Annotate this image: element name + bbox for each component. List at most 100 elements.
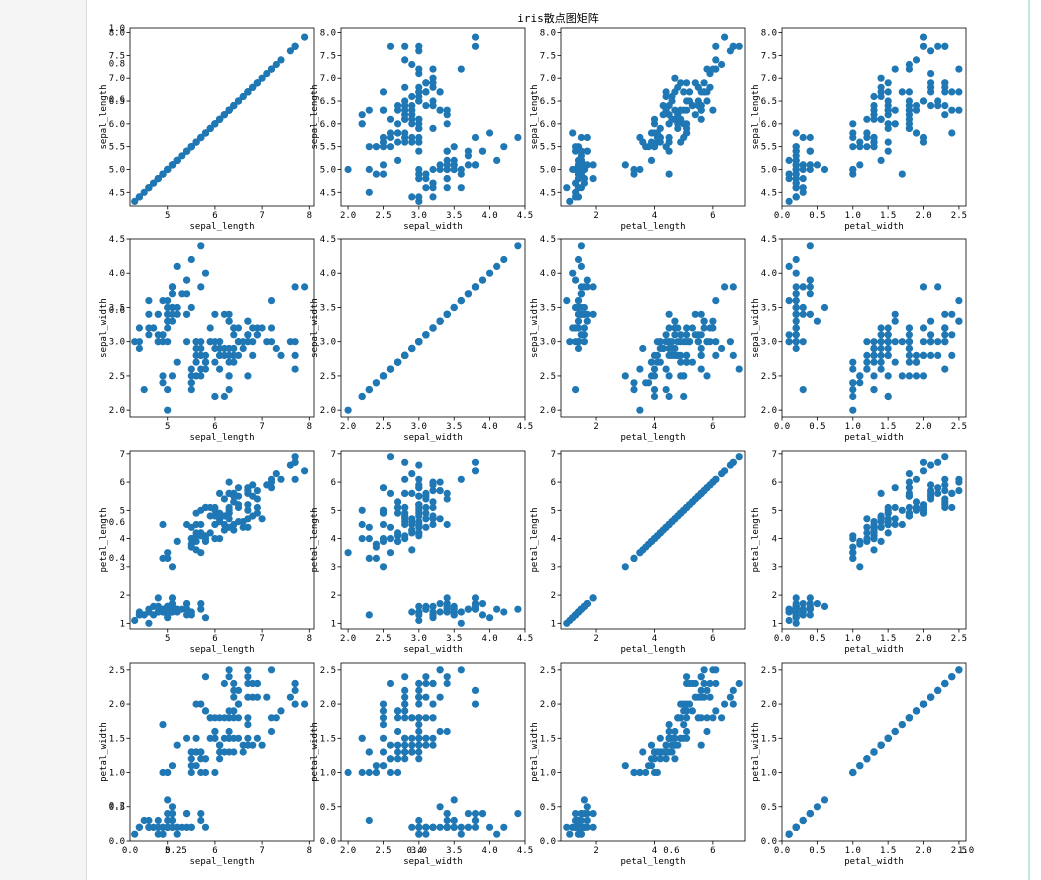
- panel-3-0-point-0-49: [164, 823, 172, 831]
- panel-3-2-point-2-35: [712, 679, 720, 688]
- panel-2-0-point-1-39: [187, 535, 195, 543]
- panel-0-1-point-2-47: [415, 97, 423, 105]
- panel-0-1-x-tick-label-3: 3.5: [446, 211, 462, 221]
- panel-1-2-point-1-31: [642, 379, 650, 387]
- panel-0-1-point-1-45: [415, 133, 423, 142]
- panel-1-2-point-2-20: [700, 324, 708, 332]
- panel-1-3-point-2-22: [919, 351, 928, 359]
- panel-1-1-y-tick-label-0: 2.0: [320, 406, 336, 416]
- panel-0-0-point-2-35: [291, 42, 299, 50]
- panel-2-1-point-2-9: [457, 475, 465, 483]
- panel-2-1-point-1-2: [422, 509, 430, 517]
- panel-3-0-point-0-44: [168, 810, 177, 818]
- panel-2-1-point-1-13: [408, 515, 416, 523]
- panel-2-1-point-2-29: [415, 484, 423, 492]
- panel-3-1-y-tick-label-4: 2.0: [320, 700, 336, 710]
- panel-2-3-point-1-33: [891, 503, 899, 512]
- panel-2-0-point-2-37: [230, 492, 238, 500]
- panel-2-1-point-1-36: [422, 515, 430, 523]
- panel-1-1-point-2-46: [379, 372, 388, 380]
- panel-0-1-point-0-45: [415, 175, 423, 183]
- panel-0-3-point-2-14: [948, 129, 956, 137]
- panel-2-0-point-2-6: [159, 520, 167, 529]
- panel-1-2-point-2-49: [683, 338, 691, 346]
- panel-2-3-point-2-7: [905, 470, 914, 478]
- panel-0-3-point-2-25: [905, 65, 914, 73]
- panel-1-2-point-2-34: [697, 365, 705, 373]
- panel-0-2-point-1-0: [671, 74, 679, 82]
- panel-2-0-point-0-24: [154, 594, 162, 602]
- panel-2-1-point-0-47: [429, 608, 437, 616]
- panel-1-3-point-2-26: [905, 351, 914, 359]
- panel-3-3-point-2-46: [912, 707, 921, 715]
- panel-1-0-point-0-32: [173, 262, 181, 270]
- panel-3-0-point-0-13: [131, 830, 139, 838]
- panel-3-3-x-tick-label-5: 2.5: [951, 846, 967, 856]
- panel-2-3-point-0-23: [813, 600, 822, 608]
- panel-0-1-point-1-3: [365, 143, 373, 151]
- panel-2-1-point-2-6: [379, 520, 388, 529]
- panel-3-2-point-2-46: [680, 707, 688, 715]
- panel-1-0-x-tick-label-2: 7: [259, 422, 264, 432]
- panel-2-2-y-tick-label-5: 6: [551, 478, 556, 488]
- panel-3-1-y-tick-label-2: 1.0: [320, 769, 336, 779]
- panel-1-3-point-1-45: [863, 338, 871, 346]
- panel-2-1-point-1-47: [408, 526, 416, 534]
- panel-2-0-point-2-49: [206, 503, 214, 512]
- panel-0-2-point-0-20: [583, 147, 591, 155]
- panel-2-1-point-2-48: [443, 495, 451, 503]
- panel-0-2-y-tick-label-5: 7.0: [540, 74, 556, 84]
- panel-3-0-point-1-45: [197, 755, 205, 763]
- panel-0-0-point-1-9: [173, 156, 181, 164]
- panel-2-1-point-2-16: [415, 492, 423, 500]
- panel-2-1-point-1-12: [358, 535, 366, 543]
- panel-2-2-y-tick-label-0: 1: [551, 619, 556, 629]
- panel-3-0-y-tick-label-5: 2.5: [109, 666, 125, 676]
- panel-0-2-point-0-13: [566, 197, 574, 205]
- panel-3-1-point-1-43: [365, 768, 373, 777]
- panel-0-1-y-tick-label-0: 4.5: [320, 188, 336, 198]
- panel-0-3-point-0-14: [792, 129, 800, 137]
- panel-2-1-point-1-10: [344, 549, 352, 557]
- panel-0-3-x-tick-label-1: 0.5: [809, 211, 825, 221]
- panel-2-3-point-2-44: [955, 487, 963, 495]
- panel-3-0-point-2-48: [220, 679, 228, 688]
- panel-2-2-y-tick-label-4: 5: [551, 506, 556, 516]
- panel-0-2-point-0-14: [569, 129, 577, 137]
- panel-2-0-point-2-38: [211, 512, 219, 520]
- panel-2-1-point-1-43: [365, 554, 373, 563]
- panel-1-0-point-1-7: [159, 379, 167, 387]
- panel-3-2-point-1-34: [665, 734, 673, 742]
- panel-3-2-point-1-30: [645, 762, 653, 770]
- panel-1-3-point-1-41: [877, 338, 885, 346]
- panel-2-0-point-0-13: [131, 616, 139, 625]
- panel-3-2-point-2-40: [697, 673, 705, 681]
- panel-1-2-y-tick-label-1: 2.5: [540, 372, 556, 382]
- panel-0-2-point-1-29: [636, 133, 644, 142]
- panel-3-1-point-1-44: [394, 748, 402, 756]
- panel-2-0-point-2-41: [253, 503, 261, 512]
- panel-0-1-point-0-42: [429, 193, 437, 201]
- panel-1-3-point-0-38: [792, 338, 800, 346]
- panel-1-2-point-1-18: [665, 392, 673, 401]
- panel-2-0-point-0-45: [154, 608, 162, 616]
- panel-0-3-point-1-40: [863, 143, 871, 151]
- panel-1-2-point-0-47: [574, 324, 583, 332]
- panel-2-0-point-2-35: [291, 475, 299, 483]
- panel-3-1-point-0-49: [436, 823, 444, 831]
- panel-0-1-point-2-7: [408, 60, 416, 69]
- panel-2-3-point-1-47: [870, 526, 878, 534]
- panel-0-3-point-2-31: [919, 33, 928, 41]
- panel-1-2-point-0-39: [577, 310, 586, 318]
- panel-3-2-point-1-8: [668, 748, 676, 756]
- panel-0-2-point-1-31: [642, 143, 650, 151]
- panel-1-0-point-2-40: [244, 331, 252, 339]
- panel-3-3-frame: [781, 662, 967, 842]
- panel-0-0-point-1-25: [239, 92, 247, 101]
- panel-0-1-point-0-34: [422, 170, 430, 178]
- panel-0-3-point-1-9: [877, 156, 885, 164]
- panel-2-0-point-2-25: [267, 478, 276, 486]
- panel-0-2-y-axis-label: sepal_length: [530, 84, 540, 149]
- panel-1-2-point-1-49: [653, 351, 662, 359]
- panel-1-0-point-0-27: [173, 303, 181, 312]
